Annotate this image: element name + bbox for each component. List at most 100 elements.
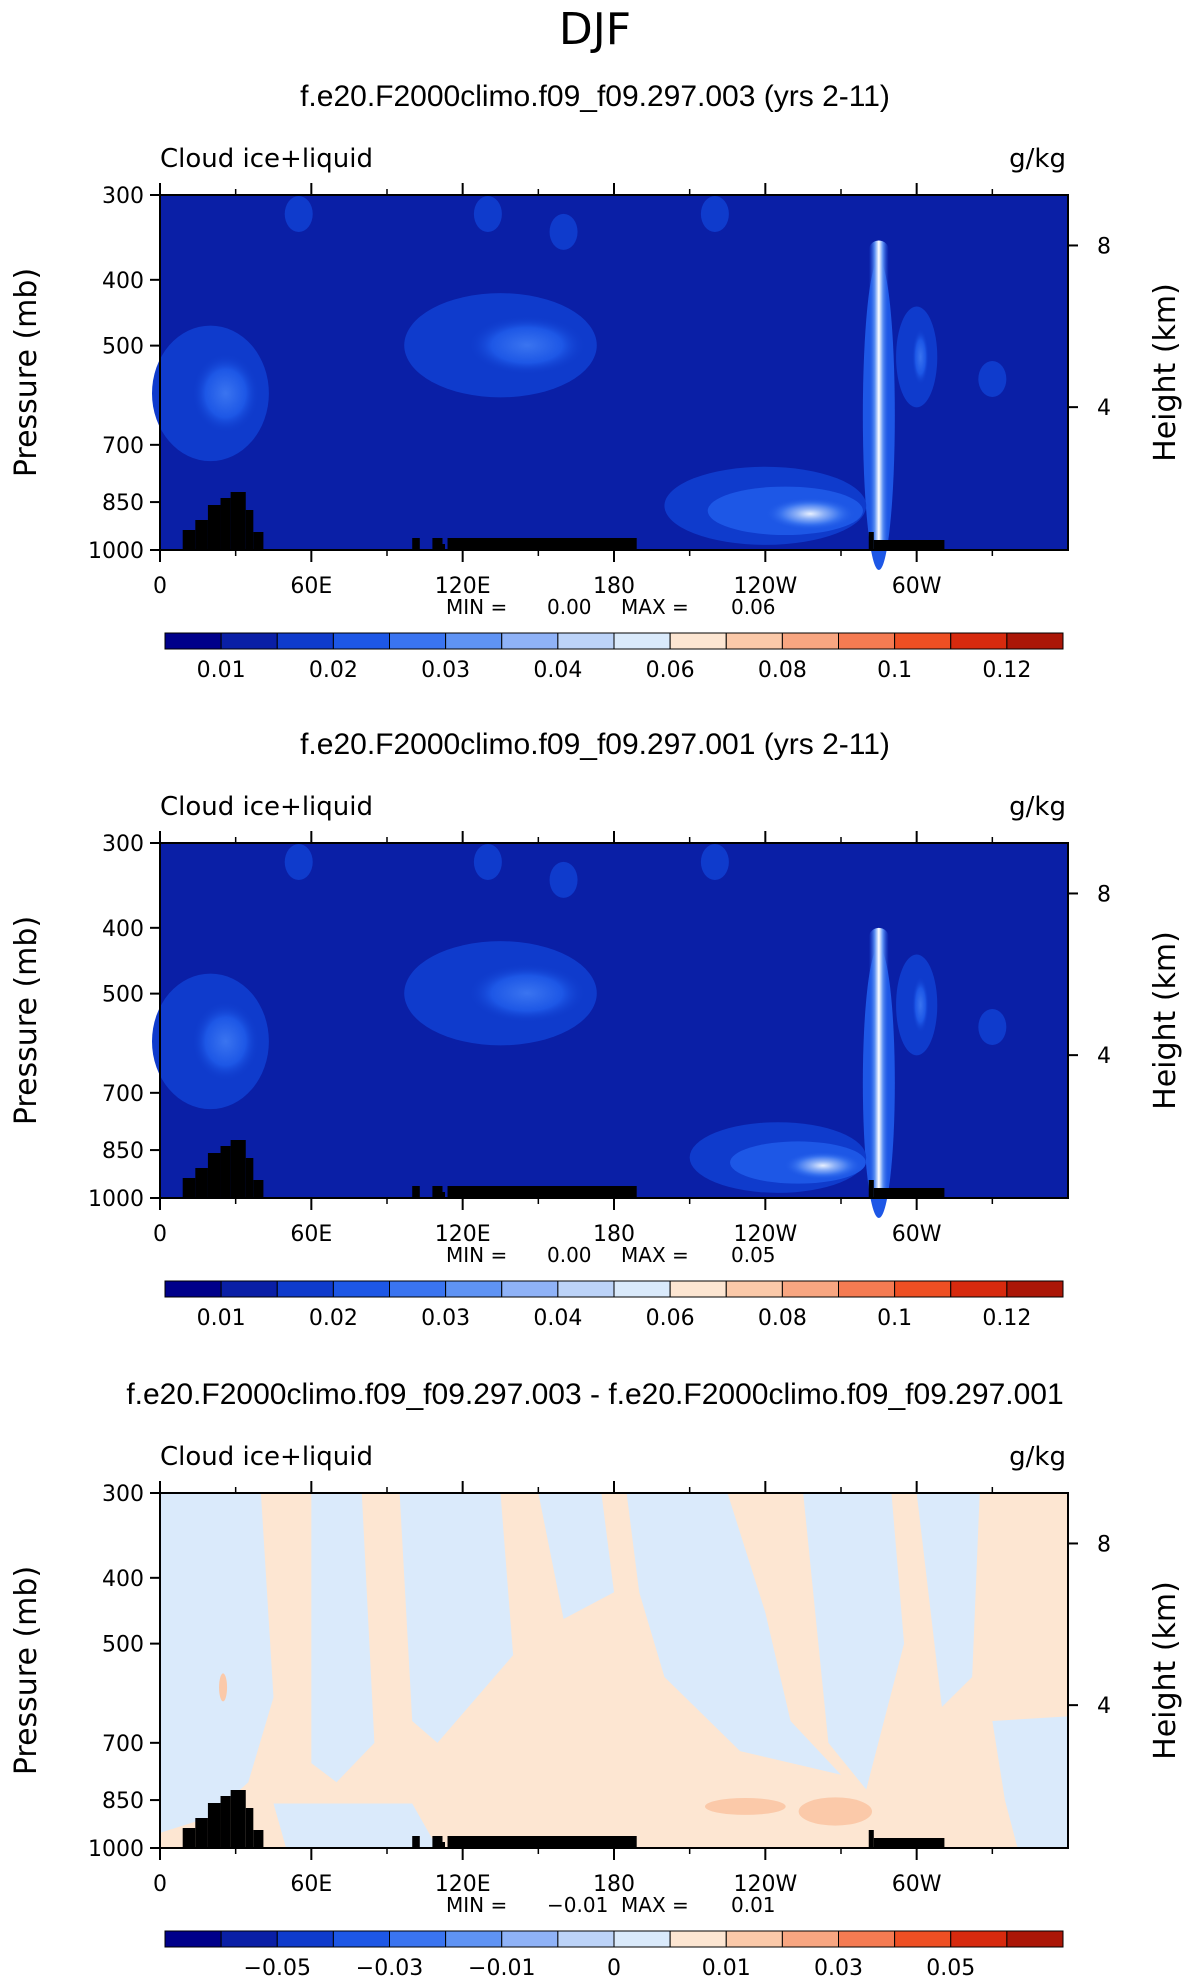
colorbar-cell [445,1930,503,1948]
colorbar-cell [669,1930,727,1948]
longitude-tick-label: 60E [290,1872,332,1897]
low-cloud-core [783,1151,863,1180]
cloud-patch [473,196,502,233]
topography-block [447,1836,637,1848]
longitude-tick-label: 0 [153,1872,167,1897]
cloud-core [468,315,586,375]
height-tick-label: 4 [1097,1694,1111,1719]
colorbar-cell [838,632,896,650]
cloud-patch [700,844,729,881]
colorbar-label: −0.03 [356,1956,423,1981]
min-label: MIN = [446,1893,507,1917]
topography-block [195,1168,208,1198]
topography-block [230,492,246,550]
y-axis-label: Pressure (mb) [9,268,44,477]
positive-difference-core [798,1797,873,1826]
pressure-tick-label: 300 [102,1482,144,1507]
colorbar-label: 0.06 [646,658,695,683]
units-label: g/kg [1009,144,1066,174]
colorbar-cell [445,1280,503,1298]
cloud-patch [978,361,1007,398]
topography-block [220,1796,231,1848]
topography-block [253,1180,264,1198]
pressure-tick-label: 400 [102,1567,144,1592]
topography-block [253,532,264,550]
topography-block [230,1140,246,1198]
cloud-patch [284,844,313,881]
negative-difference-region [916,1493,980,1708]
colorbar-label: 0.12 [982,658,1031,683]
longitude-tick-label: 120E [435,1222,491,1247]
colorbar-cell [389,1280,447,1298]
colorbar-cell [894,1280,952,1298]
colorbar-cell [557,1930,615,1948]
topography-block [207,1803,221,1848]
topography-block [220,1146,231,1198]
heatmap-panel-3: 300 400 500 700 850 1000 8 4 0 60E 120E 180 120W 60W C… [9,1442,1183,1981]
min-value: 0.00 [547,1243,592,1267]
colorbar-cell [220,1280,278,1298]
longitude-tick-label: 60W [892,574,942,599]
longitude-tick-label: 120E [435,574,491,599]
negative-difference-region [803,1493,905,1790]
colorbar-cell [613,1930,671,1948]
topography-block [873,540,945,550]
cloud-patch [978,1009,1007,1046]
colorbar-label: 0.04 [533,658,582,683]
field-contours [152,844,1007,1218]
topography-block [442,1192,446,1198]
colorbar-cell [781,1930,839,1948]
pressure-tick-label: 400 [102,917,144,942]
colorbar-cell [276,1930,334,1948]
colorbar-cell [613,632,671,650]
negative-difference-region [538,1493,614,1620]
min-value: −0.01 [547,1893,608,1917]
topography-block [873,1838,945,1848]
colorbar-cell [781,1280,839,1298]
topography-block [245,510,254,550]
units-label: g/kg [1009,1442,1066,1472]
colorbar-label: 0.04 [533,1306,582,1331]
andes-core [868,927,889,1198]
colorbar-label: 0.01 [197,1306,246,1331]
topography-block [253,1830,264,1848]
panel-2-title: f.e20.F2000climo.f09_f09.297.001 (yrs 2-… [300,728,890,761]
colorbar-cell [220,632,278,650]
pressure-tick-label: 300 [102,184,144,209]
topography-block [207,505,221,550]
colorbar-cell [501,1280,559,1298]
topography-block [182,1178,196,1198]
longitude-tick-label: 60E [290,574,332,599]
topography-block [182,1828,196,1848]
pressure-tick-label: 850 [102,1789,144,1814]
colorbar-label: 0.03 [421,658,470,683]
height-tick-label: 4 [1097,1044,1111,1069]
colorbar-cell [220,1930,278,1948]
negative-difference-region [311,1493,375,1783]
pressure-tick-label: 700 [102,1732,144,1757]
colorbar-cell [950,1930,1008,1948]
pressure-tick-label: 400 [102,269,144,294]
cloud-core [912,328,929,386]
colorbar-cell [1006,632,1064,650]
topography-block [207,1153,221,1198]
colorbar-cell [781,632,839,650]
colorbar-cell [669,1280,727,1298]
colorbar-label: 0.03 [814,1956,863,1981]
height-tick-label: 4 [1097,396,1111,421]
cloud-core [912,976,929,1034]
colorbar-label: −0.05 [244,1956,311,1981]
longitude-tick-label: 180 [593,1872,635,1897]
negative-difference-region [626,1493,841,1775]
colorbar-cell [389,632,447,650]
colorbar-cell [1006,1930,1064,1948]
negative-difference-region [273,1803,438,1848]
topography-block [195,1818,208,1848]
cloud-patch [700,196,729,233]
topography-block [868,1830,874,1848]
min-value: 0.00 [547,595,592,619]
colorbar-cell [1006,1280,1064,1298]
max-value: 0.01 [731,1893,776,1917]
colorbar-label: 0.1 [877,658,912,683]
topography-block [220,498,231,550]
